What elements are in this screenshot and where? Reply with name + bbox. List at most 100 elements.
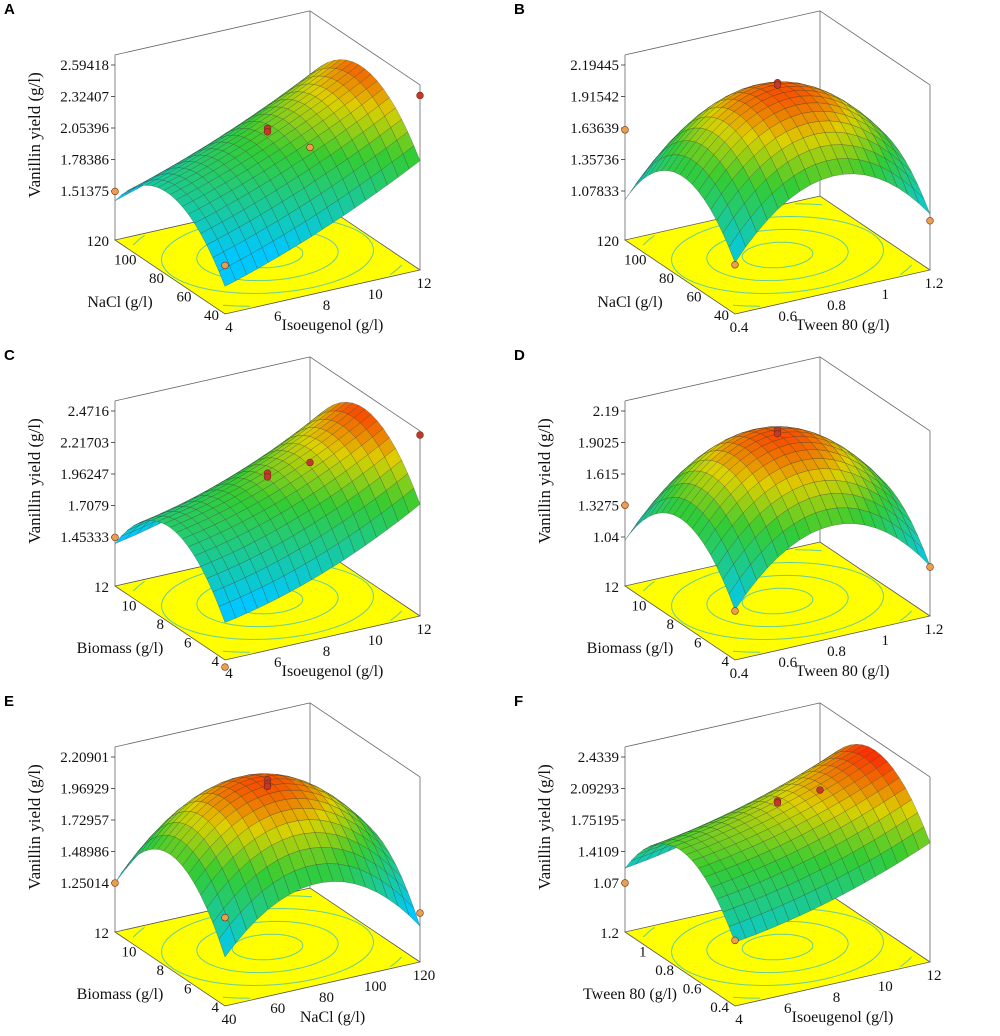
x-tick-label: 40 [222, 1012, 237, 1028]
y-tick-label: 0.6 [683, 982, 702, 998]
y-tick-label: 4 [722, 654, 730, 670]
design-point [306, 458, 314, 467]
z-tick-label: 1.7079 [68, 498, 109, 514]
z-tick-label: 1.615 [585, 467, 619, 483]
x-tick-label: 100 [364, 979, 387, 995]
x-tick-label: 0.6 [778, 655, 797, 671]
design-point [621, 501, 629, 509]
z-axis-title: Vanillin yield (g/l) [535, 418, 554, 544]
x-tick-label: 1.2 [925, 276, 944, 292]
y-tick-label: 10 [632, 599, 647, 615]
design-point [306, 143, 314, 152]
response-surface [624, 744, 931, 943]
response-surface [114, 59, 421, 287]
y-axis-title: Biomass (g/l) [77, 640, 164, 657]
y-tick-label: 6 [694, 636, 702, 652]
y-tick-label: 0.8 [655, 963, 674, 979]
design-point [816, 786, 824, 794]
x-tick-label: 6 [784, 1001, 792, 1017]
design-point [731, 936, 739, 945]
design-point [416, 431, 424, 439]
y-tick-label: 12 [604, 580, 619, 596]
y-tick-label: 80 [659, 271, 674, 287]
response-surface [624, 426, 931, 611]
design-point [416, 91, 424, 100]
z-axis-title: Vanillin yield (g/l) [25, 764, 44, 890]
design-point [221, 261, 229, 270]
y-tick-label: 8 [667, 617, 675, 633]
x-tick-label: 0.8 [827, 298, 846, 314]
panel-letter: D [514, 347, 525, 364]
x-tick-label: 0.4 [730, 666, 749, 682]
design-point [221, 663, 229, 671]
chart-panel-f: F 1.07 1.4109 1.75195 2.09293 2.4339 4 6 8 10 12 0.… [514, 693, 942, 1028]
z-tick-label: 2.09293 [570, 781, 619, 797]
contour-floor [114, 887, 421, 1007]
z-tick-label: 1.78386 [60, 152, 109, 168]
y-tick-label: 100 [114, 253, 137, 269]
x-tick-label: 80 [319, 990, 334, 1006]
z-tick-label: 1.9025 [578, 436, 619, 452]
y-tick-label: 60 [177, 290, 192, 306]
y-tick-label: 8 [157, 617, 165, 633]
z-tick-label: 2.4339 [578, 750, 619, 766]
design-point [111, 879, 119, 887]
z-tick-label: 1.35736 [570, 153, 619, 169]
design-point [731, 607, 739, 615]
x-tick-label: 60 [270, 1001, 285, 1017]
y-tick-label: 1.2 [600, 926, 619, 942]
chart-panel-c: C 1.45333 1.7079 1.96247 2.21703 2.4716 4 6 8 10 1… [4, 347, 432, 682]
panel-letter: E [4, 693, 14, 710]
y-tick-label: 6 [184, 636, 192, 652]
x-tick-label: 6 [274, 655, 282, 671]
x-tick-label: 10 [368, 287, 383, 303]
y-axis-title: NaCl (g/l) [597, 294, 662, 311]
x-axis-title: Tween 80 (g/l) [796, 663, 890, 680]
chart-panel-a: A 1.51375 1.78386 2.05396 2.32407 2.59418 4 6 8 1… [4, 1, 432, 336]
y-tick-label: 12 [94, 926, 109, 942]
z-tick-label: 2.59418 [60, 58, 109, 74]
x-axis-title: Tween 80 (g/l) [796, 317, 890, 334]
response-surface [114, 401, 421, 623]
design-point [926, 563, 934, 571]
design-point [416, 909, 424, 917]
design-point [731, 261, 739, 269]
x-tick-label: 0.6 [778, 309, 797, 325]
x-tick-label: 0.4 [730, 320, 749, 336]
z-tick-label: 1.72957 [60, 813, 109, 829]
z-tick-label: 1.3275 [578, 499, 619, 515]
z-tick-label: 1.51375 [60, 184, 109, 200]
y-tick-label: 60 [687, 290, 702, 306]
panel-letter: F [514, 693, 523, 710]
z-tick-label: 1.96929 [60, 782, 109, 798]
y-tick-label: 8 [157, 963, 165, 979]
y-tick-label: 40 [204, 308, 219, 324]
z-tick-label: 2.20901 [60, 750, 109, 766]
y-tick-label: 4 [212, 1000, 220, 1016]
x-tick-label: 12 [927, 968, 942, 984]
contour-floor [624, 195, 931, 315]
x-tick-label: 1.2 [925, 622, 944, 638]
y-tick-label: 4 [212, 654, 220, 670]
z-tick-label: 1.25014 [60, 876, 109, 892]
y-axis-title: Biomass (g/l) [77, 986, 164, 1003]
chart-panel-b: B 1.07833 1.35736 1.63639 1.91542 2.19445 0.4 0… [514, 1, 944, 336]
x-tick-label: 6 [274, 309, 282, 325]
response-surface [114, 773, 421, 958]
z-tick-label: 1.45333 [60, 530, 109, 546]
y-tick-label: 6 [184, 982, 192, 998]
x-tick-label: 8 [323, 644, 331, 660]
z-tick-label: 1.75195 [570, 813, 619, 829]
z-tick-label: 2.05396 [60, 121, 109, 137]
z-tick-label: 2.4716 [68, 404, 110, 420]
x-tick-label: 12 [417, 622, 432, 638]
design-point [263, 782, 272, 791]
design-point [221, 913, 229, 922]
x-tick-label: 10 [368, 633, 383, 649]
x-axis-title: Isoeugenol (g/l) [792, 1009, 894, 1026]
y-axis-title: Biomass (g/l) [587, 640, 674, 657]
x-axis-title: Isoeugenol (g/l) [282, 663, 384, 680]
x-axis-title: Isoeugenol (g/l) [282, 317, 384, 334]
x-tick-label: 12 [417, 276, 432, 292]
